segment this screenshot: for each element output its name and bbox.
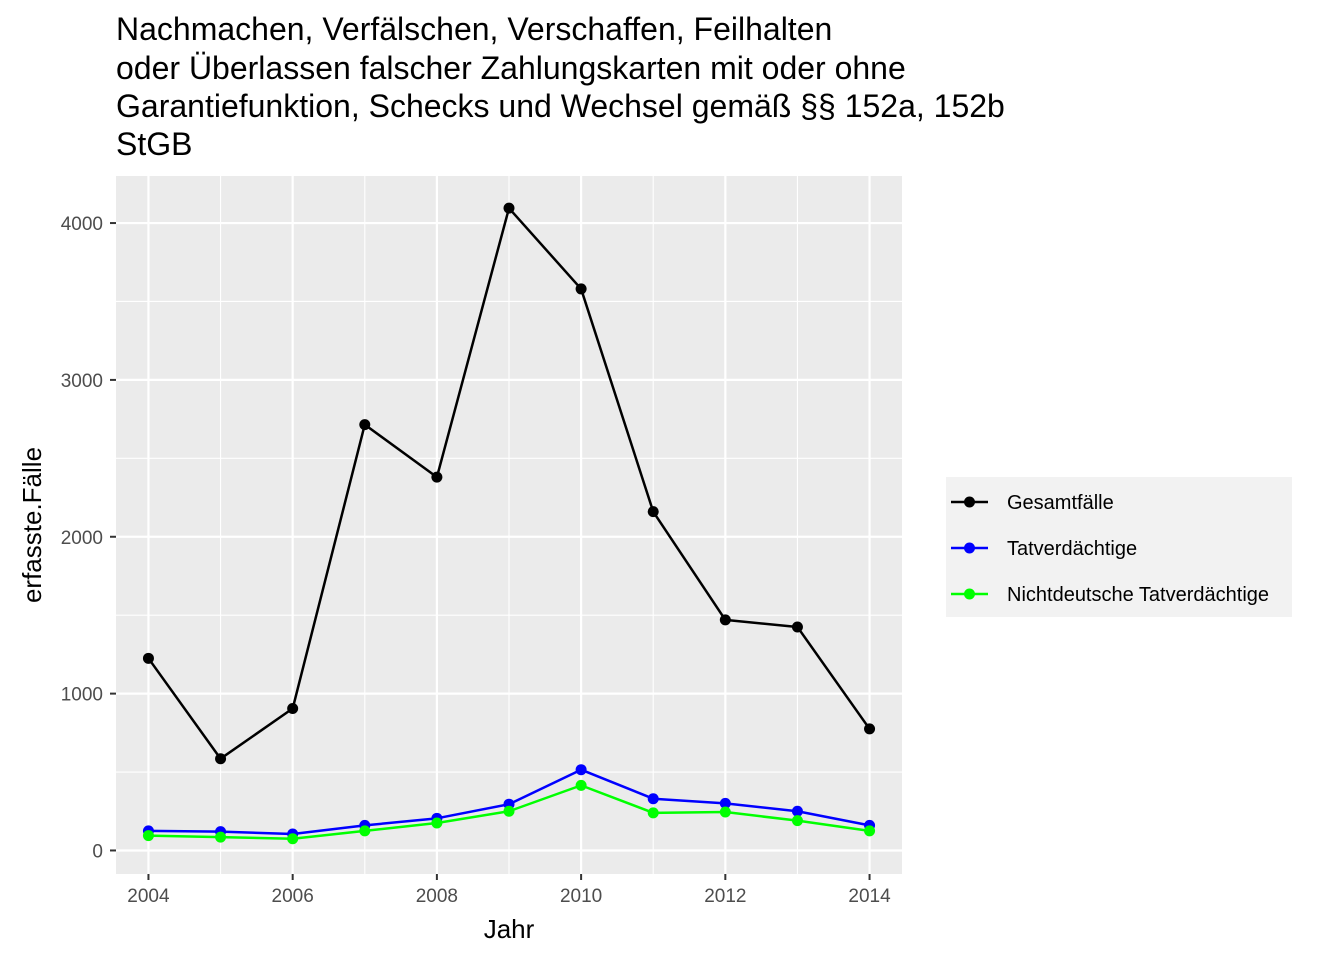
data-point [215,753,227,765]
series-nichtdeutsche-tatverd-chtige [142,779,876,845]
data-point [719,614,731,626]
legend-label: Gesamtfälle [1007,492,1114,514]
data-point [215,831,227,843]
axes: 2004 2006 2008 2010 2012 2014 0 1000 2000 3000 400… [61,214,891,907]
y-tick-label: 3000 [61,371,103,392]
legend-item: Nichtdeutsche Tatverdächtige [951,584,1269,606]
x-tick-label: 2008 [416,886,458,907]
data-point [575,779,587,791]
grid-lines [116,176,902,874]
data-point [719,797,731,809]
chart-title-line: Garantiefunktion, Schecks und Wechsel ge… [116,88,1005,124]
data-point [142,652,154,664]
data-point [359,419,371,431]
data-point [287,833,299,845]
data-point [791,815,803,827]
x-tick-label: 2010 [560,886,602,907]
data-point [503,202,515,214]
data-point [142,830,154,842]
chart-title-line: Nachmachen, Verfälschen, Verschaffen, Fe… [116,11,832,47]
x-tick-label: 2006 [272,886,314,907]
x-tick-label: 2012 [704,886,746,907]
chart-title: Nachmachen, Verfälschen, Verschaffen, Fe… [116,11,1005,162]
y-tick-label: 4000 [61,214,103,235]
series-layer [142,202,876,845]
legend-label: Tatverdächtige [1007,538,1137,560]
data-point [359,825,371,837]
series-gesamtf-lle [142,202,876,765]
data-point [575,283,587,295]
data-point [647,506,659,518]
data-point [431,817,443,829]
y-tick-label: 1000 [61,685,103,706]
legend-item: Tatverdächtige [951,538,1137,560]
data-point [503,805,515,817]
chart-title-line: StGB [116,126,192,162]
data-point [864,723,876,735]
data-point [647,793,659,805]
legend-background [946,477,1292,617]
data-point [719,806,731,818]
y-tick-label: 0 [92,841,103,862]
x-axis-title: Jahr [484,914,535,944]
legend-label: Nichtdeutsche Tatverdächtige [1007,584,1269,606]
legend-key-point [964,496,975,508]
chart-title-line: oder Überlassen falscher Zahlungskarten … [116,50,906,86]
data-point [647,807,659,819]
x-tick-label: 2004 [127,886,170,907]
data-point [864,825,876,837]
legend: Gesamtfälle Tatverdächtige Nichtdeutsche T… [951,492,1269,606]
y-axis-title: erfasste.Fälle [17,447,47,603]
y-tick-label: 2000 [61,528,103,549]
x-tick-label: 2014 [848,886,891,907]
legend-key-point [964,588,975,600]
data-point [791,805,803,817]
data-point [575,764,587,776]
data-point [791,621,803,633]
legend-key-point [964,542,975,554]
legend-item: Gesamtfälle [951,492,1114,514]
data-point [431,471,443,483]
data-point [287,703,299,715]
